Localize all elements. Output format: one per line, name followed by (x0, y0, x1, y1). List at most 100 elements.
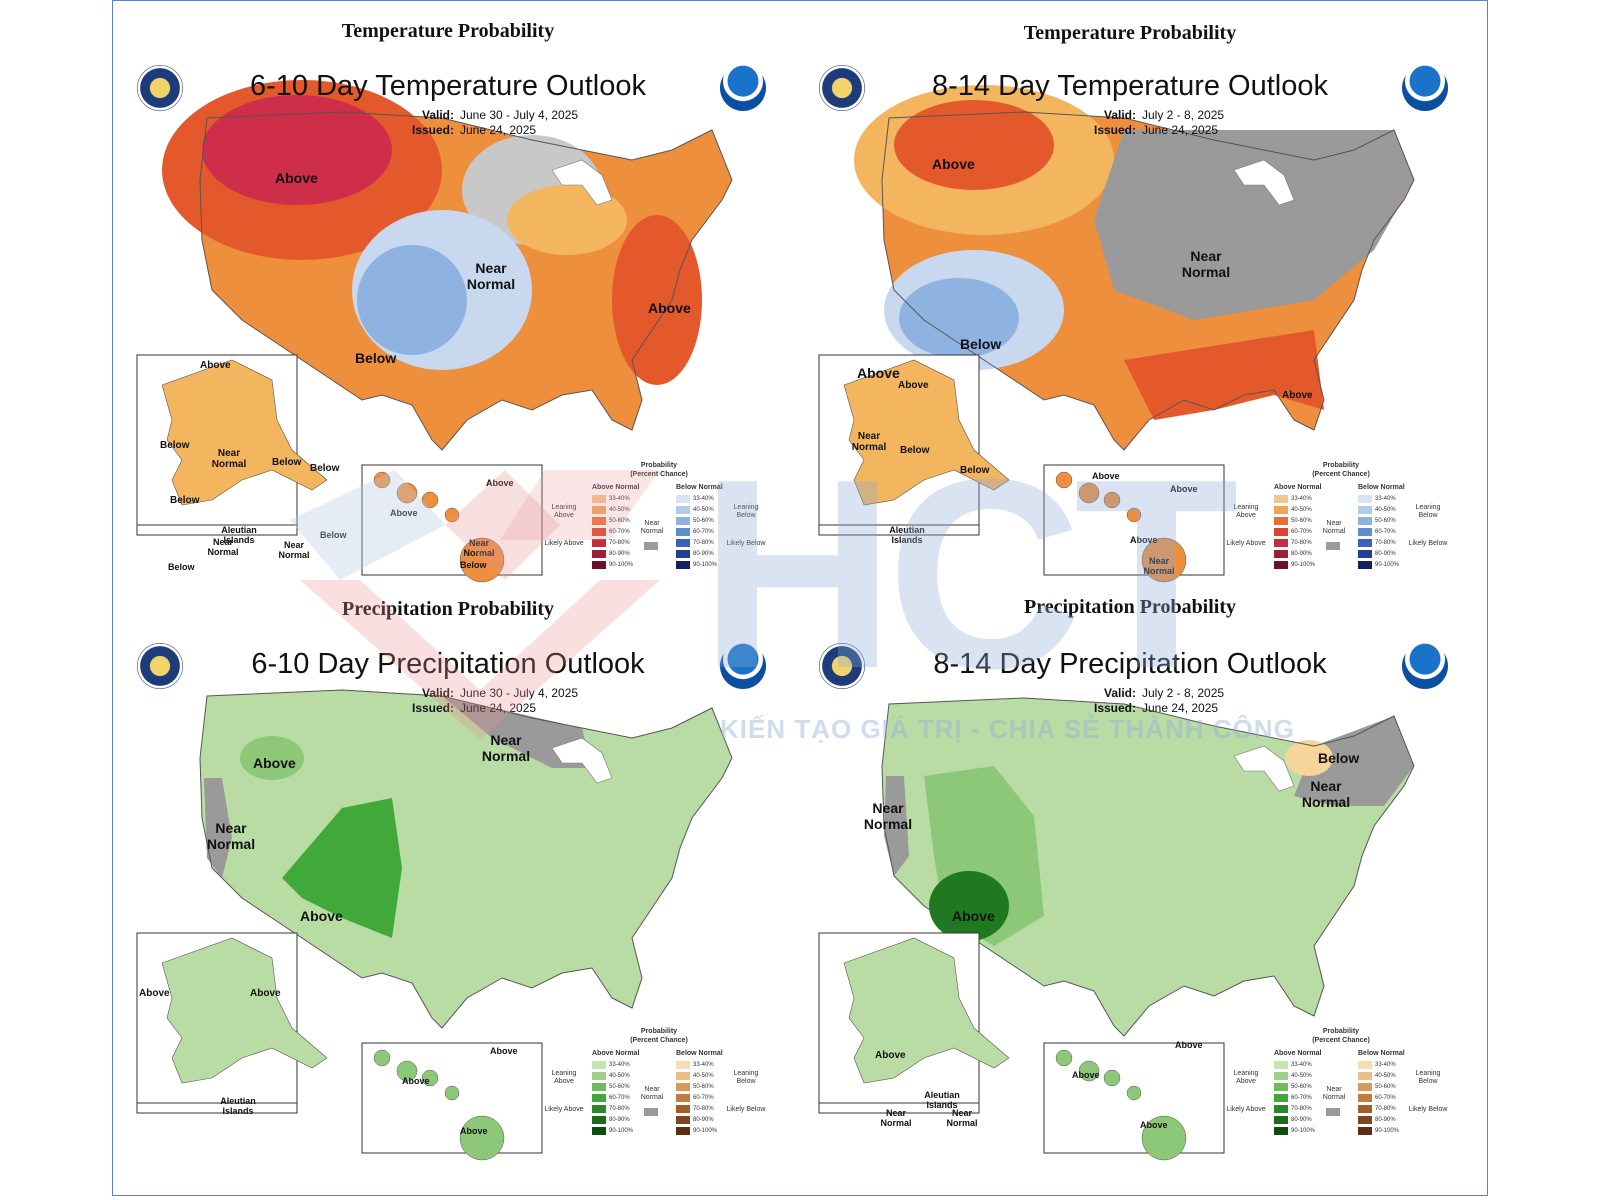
legend-swatch-below (676, 1116, 690, 1124)
noaa-logo-icon (720, 65, 766, 111)
legend-range-below: 80-90% (1375, 1117, 1396, 1123)
near-normal-northeast (1094, 130, 1414, 320)
region-label: Near Normal (1143, 556, 1175, 576)
legend-range-above: 50-60% (609, 518, 630, 524)
region-label: Below (900, 445, 930, 456)
legend-range-above: 50-60% (1291, 1084, 1312, 1090)
region-label: Above (490, 1046, 518, 1056)
legend-range-above: 33-40% (1291, 496, 1312, 502)
region-label: Above (1282, 390, 1313, 401)
above-core-southwest (929, 871, 1009, 941)
legend-swatch-above (592, 506, 606, 514)
legend-range-below: 40-50% (693, 1073, 714, 1079)
valid-row: Valid: June 30 - July 4, 2025 (402, 108, 578, 123)
legend-heading: Probability (640, 1028, 678, 1035)
below-core-southwest (357, 245, 467, 355)
legend-swatch-below (1358, 1072, 1372, 1080)
legend-swatch-below (676, 495, 690, 503)
legend-swatch-below (1358, 1061, 1372, 1069)
legend-range-above: 70-80% (609, 1106, 630, 1112)
legend-swatch-below (676, 1083, 690, 1091)
legend-swatch-below (676, 506, 690, 514)
legend-swatch-near-normal (1326, 1108, 1340, 1116)
legend-range-below: 90-100% (693, 562, 718, 568)
above-zone-northwest (240, 736, 304, 780)
legend-swatch-above (1274, 495, 1288, 503)
legend-near-normal: Near Normal (1322, 1086, 1346, 1101)
legend-range-above: 33-40% (1291, 1062, 1312, 1068)
region-label: Above (460, 1126, 488, 1136)
commerce-seal-icon (137, 643, 183, 689)
region-label: Below (168, 562, 195, 572)
legend-leaning-above: Leaning Above (551, 1070, 577, 1085)
region-label: Above (275, 170, 318, 186)
region-label: Below (320, 530, 347, 540)
legend-range-below: 60-70% (693, 529, 714, 535)
great-lakes (551, 737, 613, 784)
legend-range-below: 40-50% (1375, 1073, 1396, 1079)
legend-range-above: 60-70% (609, 529, 630, 535)
region-label: Near Normal (207, 537, 239, 557)
hawaii-island (1141, 537, 1187, 583)
validity-info: Valid: June 30 - July 4, 2025 Issued: June … (402, 108, 578, 138)
outlook-map (136, 80, 733, 583)
noaa-logo-icon (1402, 65, 1448, 111)
legend-col-below: Below Normal (1358, 1050, 1405, 1057)
region-label: Near Normal (851, 431, 887, 453)
legend-col-above: Above Normal (1274, 484, 1322, 491)
probability-legend: Probability (Percent Chance) Above Normal B… (1226, 1028, 1456, 1146)
below-core-southwest (899, 278, 1019, 358)
hawaii-island (459, 1115, 505, 1161)
watermark-letters: HCT (700, 424, 1239, 725)
alaska-shape (161, 937, 328, 1084)
hawaii-inset-frame (1043, 464, 1225, 576)
alaska-shape (843, 359, 1010, 506)
issued-label: Issued: (411, 701, 454, 715)
legend-range-above: 60-70% (1291, 1095, 1312, 1101)
legend-near-normal: Near Normal (1322, 520, 1346, 535)
legend-col-above: Above Normal (592, 1050, 640, 1057)
legend-col-above: Above Normal (1274, 1050, 1322, 1057)
valid-row: Valid: June 30 - July 4, 2025 (402, 686, 578, 701)
legend-likely-above: Likely Above (1226, 540, 1266, 547)
legend-swatch-above (1274, 506, 1288, 514)
legend-range-above: 60-70% (1291, 529, 1312, 535)
region-label: Near Normal (1301, 778, 1351, 810)
legend-range-above: 90-100% (1291, 562, 1316, 568)
legend-range-above: 60-70% (609, 1095, 630, 1101)
above-core-northwest (202, 95, 392, 205)
issued-label: Issued: (411, 123, 454, 137)
legend-swatch-above (592, 550, 606, 558)
legend-range-below: 70-80% (693, 540, 714, 546)
probability-legend: Probability (Percent Chance) Above Normal B… (1226, 462, 1456, 580)
legend-range-below: 90-100% (693, 1128, 718, 1134)
legend-range-below: 60-70% (1375, 529, 1396, 535)
region-label: Near Normal (466, 260, 516, 292)
legend-swatch-above (1274, 1116, 1288, 1124)
region-label: Above (486, 478, 514, 488)
legend-heading: Probability (640, 462, 678, 469)
valid-value: June 30 - July 4, 2025 (460, 108, 579, 122)
valid-value: July 2 - 8, 2025 (1142, 686, 1225, 700)
legend-col-below: Below Normal (676, 1050, 723, 1057)
legend-range-below: 33-40% (693, 496, 714, 502)
legend-swatch-below (1358, 1116, 1372, 1124)
legend-swatch-below (676, 528, 690, 536)
hawaii-island (1055, 471, 1073, 489)
hawaii-island (1078, 482, 1100, 504)
region-label: Below (272, 457, 302, 468)
validity-info: Valid: July 2 - 8, 2025 Issued: June 24, 20… (1084, 686, 1224, 716)
legend-swatch-below (676, 1127, 690, 1135)
issued-value: June 24, 2025 (460, 701, 537, 715)
legend-range-above: 70-80% (1291, 540, 1312, 546)
legend-range-above: 90-100% (1291, 1128, 1316, 1134)
legend-swatch-below (1358, 1094, 1372, 1102)
legend-range-above: 50-60% (1291, 518, 1312, 524)
legend-swatch-above (1274, 528, 1288, 536)
legend-range-above: 40-50% (609, 507, 630, 513)
region-label: Below (960, 465, 990, 476)
valid-label: Valid: (421, 686, 454, 700)
near-normal-west-coast (884, 776, 909, 876)
issued-row: Issued: June 24, 2025 (1084, 123, 1224, 138)
legend-range-below: 90-100% (1375, 562, 1400, 568)
